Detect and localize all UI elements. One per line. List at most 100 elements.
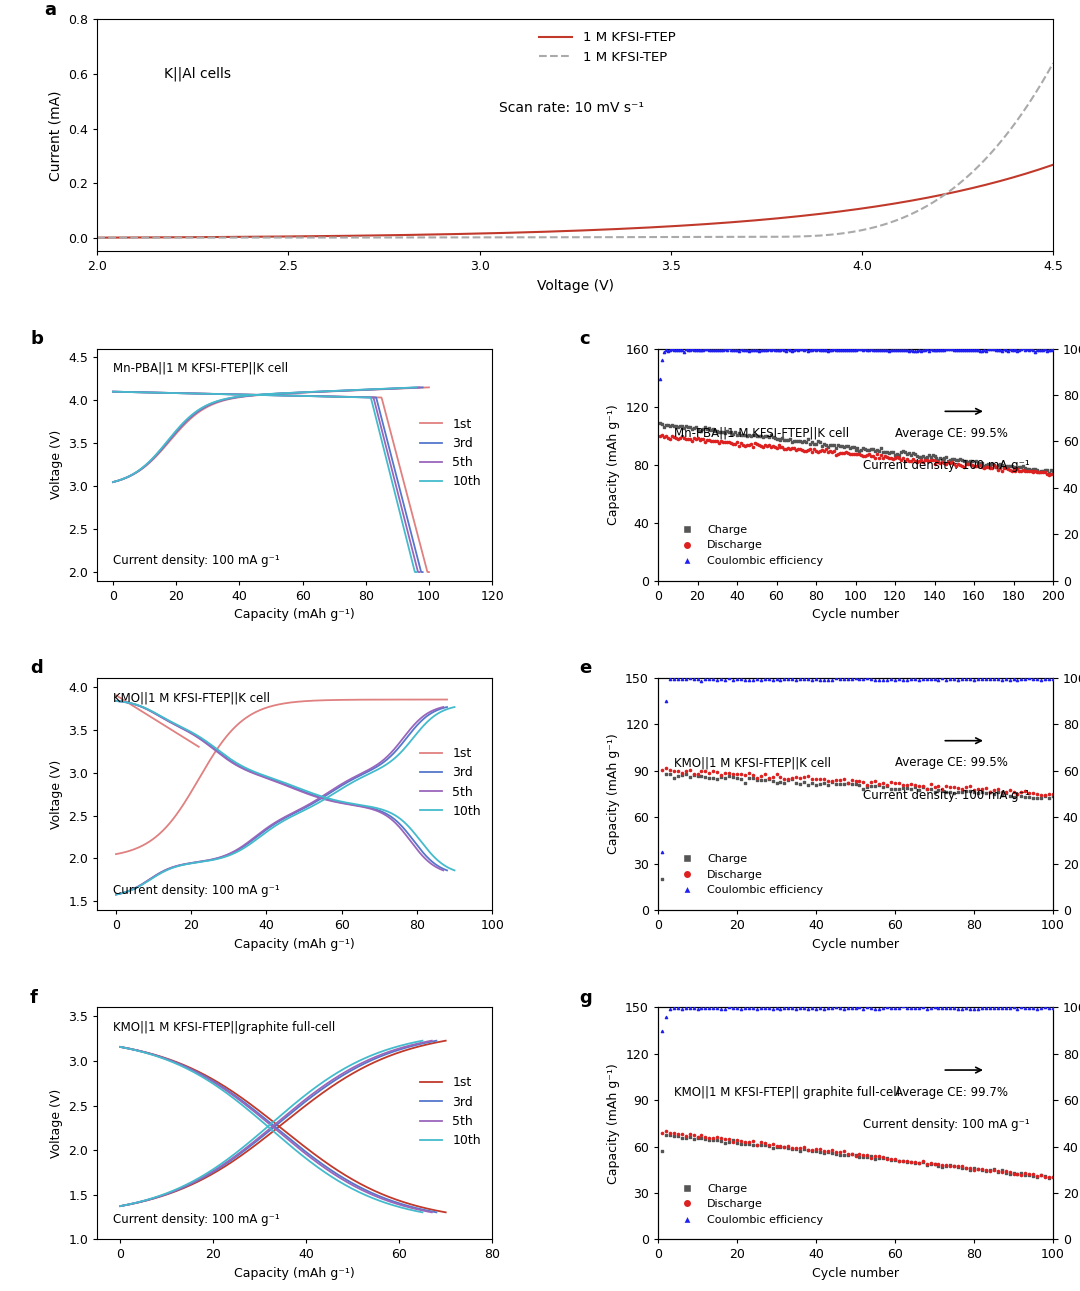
Point bbox=[958, 340, 975, 360]
Point bbox=[935, 340, 953, 360]
Y-axis label: Voltage (V): Voltage (V) bbox=[50, 1088, 63, 1158]
Text: KMO||1 M KFSI-FTEP|| graphite full-cell: KMO||1 M KFSI-FTEP|| graphite full-cell bbox=[674, 1086, 900, 1099]
Point bbox=[756, 340, 773, 360]
1st bbox=[149, 829, 162, 844]
Point bbox=[720, 431, 738, 452]
Point bbox=[744, 1131, 761, 1152]
Point bbox=[918, 669, 935, 689]
Point bbox=[739, 426, 756, 447]
5th bbox=[339, 1064, 352, 1079]
Point bbox=[825, 338, 842, 359]
Point bbox=[775, 772, 793, 793]
Point bbox=[842, 340, 860, 360]
Point bbox=[811, 998, 828, 1019]
Point bbox=[894, 670, 912, 691]
Point bbox=[1004, 786, 1022, 807]
Point bbox=[841, 340, 859, 360]
Point bbox=[878, 1148, 895, 1168]
Point bbox=[746, 432, 764, 453]
Point bbox=[922, 998, 940, 1019]
Point bbox=[942, 1154, 959, 1175]
Point bbox=[665, 767, 683, 788]
3rd bbox=[107, 474, 120, 489]
Point bbox=[985, 998, 1002, 1019]
Point bbox=[685, 1124, 702, 1145]
Point bbox=[966, 780, 983, 800]
Point bbox=[970, 1159, 987, 1180]
Point bbox=[851, 771, 868, 791]
Point bbox=[993, 1162, 1010, 1183]
Point bbox=[1037, 1166, 1054, 1186]
Point bbox=[981, 340, 998, 360]
Line: 10th: 10th bbox=[113, 387, 416, 482]
Point bbox=[815, 1143, 833, 1163]
Point bbox=[1001, 340, 1018, 360]
Point bbox=[661, 340, 678, 360]
Point bbox=[914, 997, 931, 1017]
Point bbox=[1004, 997, 1022, 1017]
Point bbox=[653, 1020, 671, 1041]
Point bbox=[720, 422, 738, 443]
Point bbox=[832, 669, 849, 689]
1st bbox=[335, 383, 348, 399]
Point bbox=[1035, 461, 1052, 482]
Point bbox=[1011, 461, 1028, 482]
Point bbox=[675, 418, 692, 439]
Point bbox=[804, 442, 821, 462]
Point bbox=[804, 998, 821, 1019]
Point bbox=[681, 767, 699, 788]
Point bbox=[859, 445, 876, 466]
Point bbox=[748, 1135, 766, 1155]
Point bbox=[835, 669, 852, 689]
Point bbox=[1040, 340, 1057, 360]
Point bbox=[928, 448, 945, 469]
Point bbox=[827, 773, 845, 794]
Point bbox=[701, 768, 718, 789]
Point bbox=[784, 431, 801, 452]
Point bbox=[784, 341, 801, 361]
Point bbox=[887, 998, 904, 1019]
Point bbox=[720, 1128, 738, 1149]
Point bbox=[1030, 340, 1048, 360]
Point bbox=[1001, 456, 1018, 476]
Point bbox=[811, 440, 828, 461]
Point bbox=[797, 440, 814, 461]
Point bbox=[937, 998, 955, 1019]
Point bbox=[878, 997, 895, 1017]
Point bbox=[718, 340, 735, 360]
Point bbox=[842, 444, 860, 465]
Point bbox=[796, 772, 813, 793]
3rd bbox=[217, 1158, 230, 1174]
Point bbox=[706, 340, 724, 360]
Point bbox=[1030, 461, 1048, 482]
Point bbox=[977, 1159, 995, 1180]
Point bbox=[930, 998, 947, 1019]
Point bbox=[875, 777, 892, 798]
Point bbox=[890, 340, 907, 360]
Point bbox=[764, 1137, 781, 1158]
Point bbox=[806, 439, 823, 460]
Point bbox=[975, 456, 993, 476]
Point bbox=[989, 780, 1007, 800]
Point bbox=[1025, 998, 1042, 1019]
Point bbox=[894, 778, 912, 799]
Point bbox=[718, 421, 735, 442]
Point bbox=[808, 434, 825, 454]
Point bbox=[894, 440, 912, 461]
Point bbox=[694, 429, 712, 449]
Point bbox=[851, 338, 868, 359]
Point bbox=[997, 456, 1014, 476]
Point bbox=[811, 768, 828, 789]
Point bbox=[748, 340, 766, 360]
Point bbox=[1040, 462, 1057, 483]
Point bbox=[748, 767, 766, 788]
Point bbox=[930, 340, 947, 360]
Point bbox=[758, 340, 775, 360]
Point bbox=[697, 340, 714, 360]
Point bbox=[902, 451, 919, 471]
Point bbox=[899, 775, 916, 795]
Point bbox=[922, 773, 940, 794]
Point bbox=[775, 430, 793, 451]
Point bbox=[968, 340, 985, 360]
Point bbox=[1044, 462, 1062, 483]
